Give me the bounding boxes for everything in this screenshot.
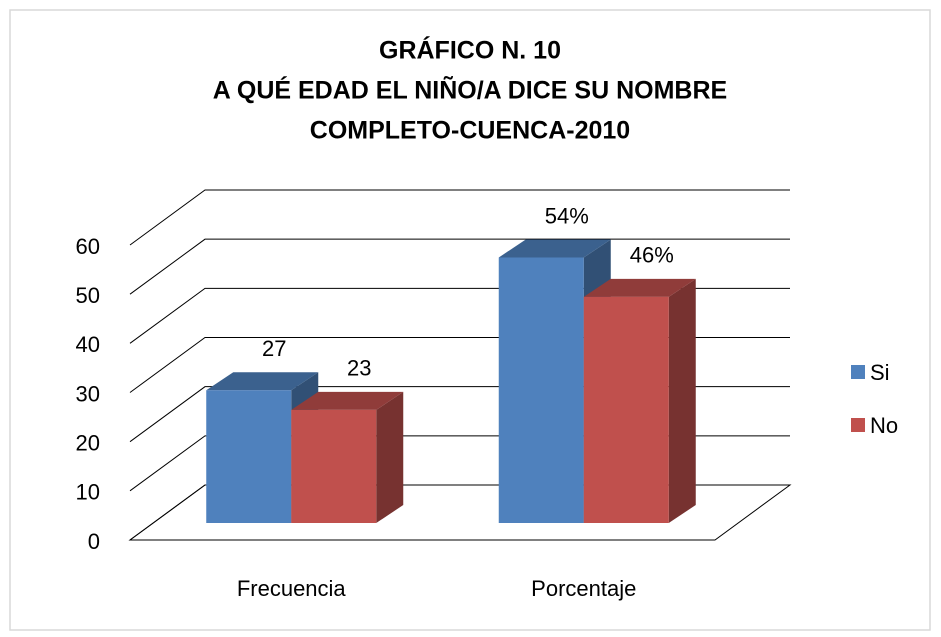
legend-swatch <box>851 418 865 432</box>
x-tick-label: Frecuencia <box>237 576 347 601</box>
data-label: 54% <box>545 203 589 228</box>
data-label: 46% <box>630 243 674 268</box>
y-tick-label: 20 <box>76 430 100 455</box>
bar <box>583 296 669 523</box>
bar <box>291 409 377 523</box>
chart-title: GRÁFICO N. 10 <box>379 36 561 65</box>
grid-line <box>129 189 790 246</box>
bar-top <box>206 372 319 391</box>
chart-title: COMPLETO-CUENCA-2010 <box>310 117 630 145</box>
y-tick-label: 40 <box>76 332 100 357</box>
y-tick-label: 30 <box>76 381 100 406</box>
bar-top <box>583 278 696 297</box>
bar-top <box>498 239 611 258</box>
bar-side <box>376 391 404 523</box>
data-label: 23 <box>347 356 371 381</box>
bar-top <box>291 391 404 410</box>
x-tick-label: Porcentaje <box>531 576 636 601</box>
bar <box>498 257 584 523</box>
bar <box>206 390 292 523</box>
chart-frame <box>9 9 931 631</box>
y-tick-label: 60 <box>76 234 100 259</box>
y-tick-label: 10 <box>76 480 100 505</box>
legend-label: No <box>870 413 898 438</box>
y-tick-label: 50 <box>76 283 100 308</box>
data-label: 27 <box>262 336 286 361</box>
bar-side <box>668 278 696 523</box>
y-tick-label: 0 <box>88 529 100 554</box>
legend-label: Si <box>870 360 890 385</box>
legend-swatch <box>851 365 865 379</box>
grid-line <box>129 238 790 295</box>
chart-title: A QUÉ EDAD EL NIÑO/A DICE SU NOMBRE <box>213 75 727 105</box>
